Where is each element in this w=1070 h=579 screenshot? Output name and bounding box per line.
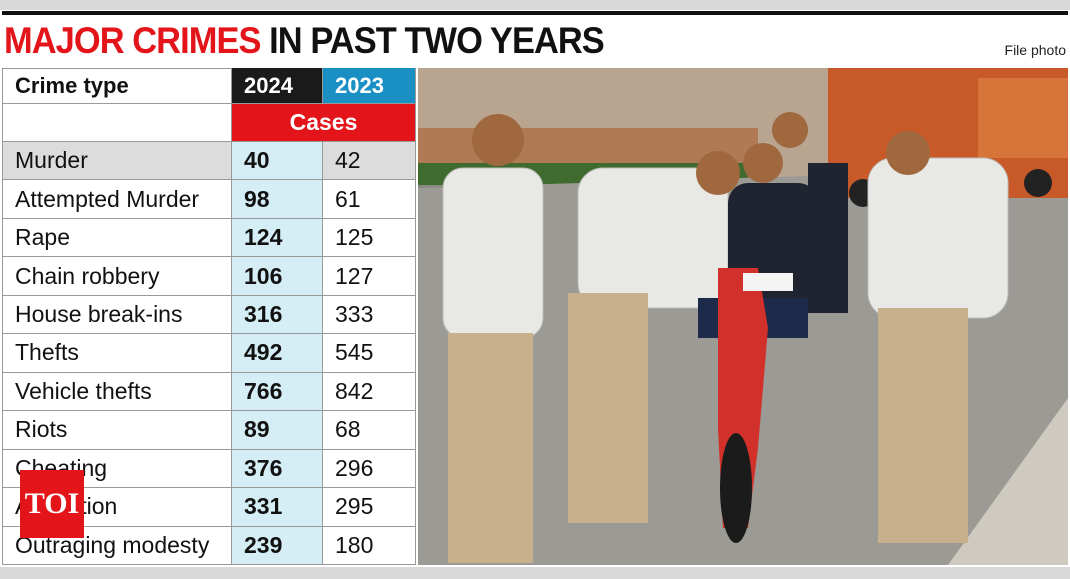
cell-value: 376 [232,449,323,489]
crime-type: Riots [2,411,232,450]
cell-value: 331 [232,488,323,527]
crime-type: Attempted Murder [2,180,232,219]
cell-value: 42 [323,142,416,181]
cell-value: 333 [323,295,416,335]
photo [418,68,1068,565]
crime-type: Chain robbery [2,257,232,296]
cell-value: 61 [323,180,416,219]
cell-value: 295 [323,488,416,527]
crime-type: Thefts [2,334,232,373]
cell-value: 492 [232,334,323,373]
blank-cell [2,104,232,142]
cell-value: 40 [232,142,323,181]
cell-value: 89 [232,411,323,450]
cell-value: 125 [323,218,416,258]
cell-value: 545 [323,334,416,373]
column-header: 2024 [232,68,323,104]
cell-value: 98 [232,180,323,219]
crime-type: House break-ins [2,295,232,335]
cell-value: 124 [232,218,323,258]
cell-value: 239 [232,526,323,565]
logo: TOI [20,470,84,538]
crime-type: Rape [2,218,232,258]
title-rest: IN PAST TWO YEARS [269,20,605,61]
bottom-strip [0,567,1070,579]
cell-value: 766 [232,372,323,412]
title-rule [2,11,1068,15]
cell-value: 68 [323,411,416,450]
cell-value: 127 [323,257,416,296]
cell-value: 180 [323,526,416,565]
photo-credit: File photo [1004,42,1066,58]
cell-value: 296 [323,449,416,489]
top-strip [0,0,1070,10]
crime-type: Murder [2,142,232,181]
column-header: 2023 [323,68,416,104]
title-highlight: MAJOR CRIMES [4,20,261,61]
cell-value: 106 [232,257,323,296]
column-header: Crime type [2,68,232,104]
cell-value: 316 [232,295,323,335]
crime-type: Outraging modesty [2,526,232,565]
cell-value: 842 [323,372,416,412]
title: MAJOR CRIMES IN PAST TWO YEARS [4,18,605,64]
subheader: Cases [232,104,416,142]
crime-type: Vehicle thefts [2,372,232,412]
